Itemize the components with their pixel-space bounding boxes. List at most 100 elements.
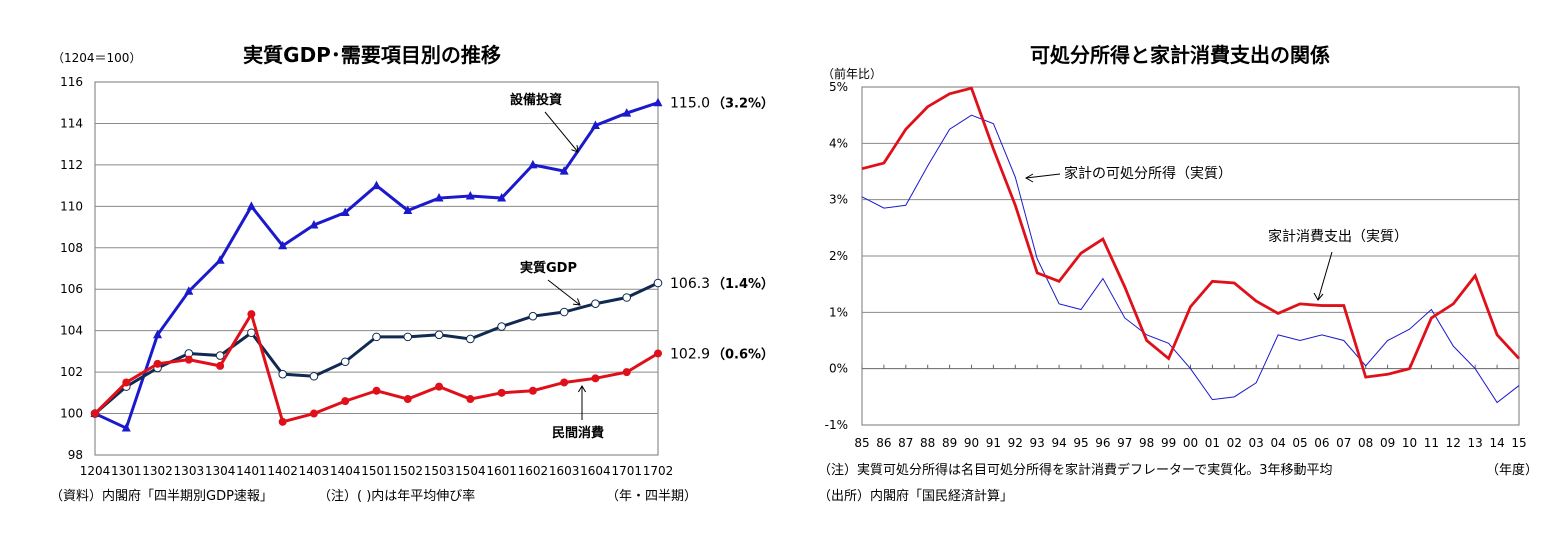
- left-x-tick-label: 1404: [330, 464, 361, 478]
- right-note: （注）実質可処分所得は名目可処分所得を家計消費デフレーターで実質化。3年移動平均: [818, 462, 1333, 478]
- right-x-tick-label: 92: [1008, 436, 1023, 450]
- right-x-tick-label: 14: [1489, 436, 1504, 450]
- right-source: （出所）内閣府「国民経済計算」: [818, 488, 1013, 504]
- right-x-axis-label: （年度）: [1486, 462, 1538, 478]
- left-point-open-circle: [403, 332, 413, 342]
- left-unit-label: （1204＝100）: [52, 51, 141, 65]
- left-x-tick-label: 1503: [424, 464, 455, 478]
- right-series-label: 家計消費支出（実質）: [1268, 228, 1408, 245]
- left-end-rate: （3.2%）: [712, 96, 774, 112]
- left-point-circle: [122, 378, 131, 387]
- left-point-circle: [153, 359, 162, 368]
- right-y-tick-label: 3%: [829, 193, 848, 207]
- right-x-tick-label: 15: [1511, 436, 1526, 450]
- left-y-tick-label: 104: [60, 324, 83, 338]
- left-point-circle: [247, 310, 256, 319]
- left-point-circle: [560, 378, 569, 387]
- left-y-tick-label: 114: [60, 116, 83, 130]
- left-point-triangle: [590, 120, 600, 130]
- left-x-tick-label: 1601: [486, 464, 517, 478]
- left-point-circle: [91, 409, 99, 418]
- left-end-value: 106.3: [670, 276, 710, 292]
- left-series-label: 実質GDP: [520, 260, 577, 276]
- left-x-tick-label: 1501: [361, 464, 392, 478]
- right-label-arrowhead: [1313, 292, 1324, 301]
- left-x-tick-label: 1603: [549, 464, 580, 478]
- left-point-circle: [309, 409, 318, 418]
- right-label-leader: [1317, 251, 1333, 301]
- left-x-tick-label: 1502: [393, 464, 424, 478]
- left-note: （注）( )内は年平均伸び率: [318, 488, 475, 504]
- left-point-triangle: [278, 240, 288, 250]
- left-end-value: 115.0: [670, 96, 710, 112]
- right-x-tick-label: 03: [1249, 436, 1264, 450]
- right-x-tick-label: 85: [854, 436, 869, 450]
- left-point-open-circle: [497, 322, 506, 331]
- left-point-triangle: [121, 423, 131, 432]
- left-point-triangle: [622, 108, 632, 117]
- left-plot-frame: [94, 81, 659, 456]
- left-point-open-circle: [434, 330, 444, 340]
- left-source: （資料）内閣府「四半期別GDP速報」: [50, 488, 273, 504]
- right-x-tick-label: 88: [920, 436, 935, 450]
- right-x-tick-label: 06: [1314, 436, 1329, 450]
- left-x-tick-label: 1504: [455, 464, 486, 478]
- left-point-circle: [372, 386, 381, 395]
- right-series-line: [861, 86, 1521, 379]
- right-x-tick-label: 05: [1292, 436, 1307, 450]
- left-point-triangle: [215, 255, 225, 264]
- right-label-leader: [1025, 173, 1061, 179]
- left-point-open-circle: [653, 278, 663, 288]
- right-x-tick-label: 07: [1336, 436, 1351, 450]
- left-point-circle: [184, 355, 193, 364]
- right-x-tick-label: 94: [1051, 436, 1066, 450]
- left-point-circle: [528, 386, 537, 395]
- left-point-circle: [654, 349, 662, 358]
- left-point-open-circle: [340, 357, 350, 367]
- left-point-triangle: [653, 97, 663, 107]
- right-x-tick-label: 12: [1446, 436, 1461, 450]
- left-y-tick-label: 106: [60, 282, 83, 296]
- left-x-tick-label: 1302: [142, 464, 173, 478]
- left-series-label: 設備投資: [510, 92, 562, 108]
- left-x-tick-label: 1204: [80, 464, 111, 478]
- left-point-triangle: [309, 219, 319, 229]
- right-x-tick-label: 11: [1424, 436, 1439, 450]
- left-point-open-circle: [247, 328, 256, 338]
- left-label-arrowhead: [577, 385, 587, 393]
- left-x-axis-label: （年・四半期）: [606, 489, 697, 504]
- left-point-circle: [216, 361, 225, 370]
- left-point-open-circle: [466, 334, 475, 344]
- right-y-tick-label: 1%: [829, 305, 848, 319]
- left-x-tick-label: 1403: [299, 464, 330, 478]
- right-x-tick-label: 00: [1183, 436, 1198, 450]
- right-x-tick-label: 04: [1270, 436, 1285, 450]
- right-x-tick-label: 90: [964, 436, 979, 450]
- left-y-tick-label: 102: [60, 365, 83, 379]
- left-point-triangle: [153, 329, 163, 339]
- left-point-triangle: [465, 190, 475, 200]
- left-y-tick-label: 108: [60, 241, 83, 255]
- right-plot: -1% 0% 1% 2% 3% 4% 5% 85 86 87 88 89 90 91 92 93 94 95 96 9…: [825, 80, 1527, 450]
- right-x-tick-label: 96: [1095, 436, 1110, 450]
- left-point-open-circle: [528, 311, 538, 321]
- left-series-label: 民間消費: [552, 425, 604, 441]
- left-point-circle: [622, 368, 631, 377]
- left-x-tick-label: 1702: [643, 464, 674, 478]
- right-x-tick-label: 87: [898, 436, 913, 450]
- left-point-open-circle: [622, 293, 632, 302]
- left-point-open-circle: [372, 332, 381, 342]
- left-point-triangle: [559, 166, 569, 175]
- left-y-tick-label: 112: [60, 158, 83, 172]
- left-point-circle: [466, 395, 475, 404]
- left-point-circle: [435, 382, 444, 391]
- left-y-tick-label: 116: [60, 75, 83, 89]
- left-x-tick-label: 1401: [236, 464, 267, 478]
- left-y-tick-label: 110: [60, 199, 83, 213]
- left-x-tick-label: 1402: [267, 464, 298, 478]
- left-end-value: 102.9: [670, 346, 710, 362]
- right-x-tick-label: 10: [1402, 436, 1417, 450]
- right-x-tick-label: 89: [942, 436, 957, 450]
- left-point-triangle: [372, 180, 381, 190]
